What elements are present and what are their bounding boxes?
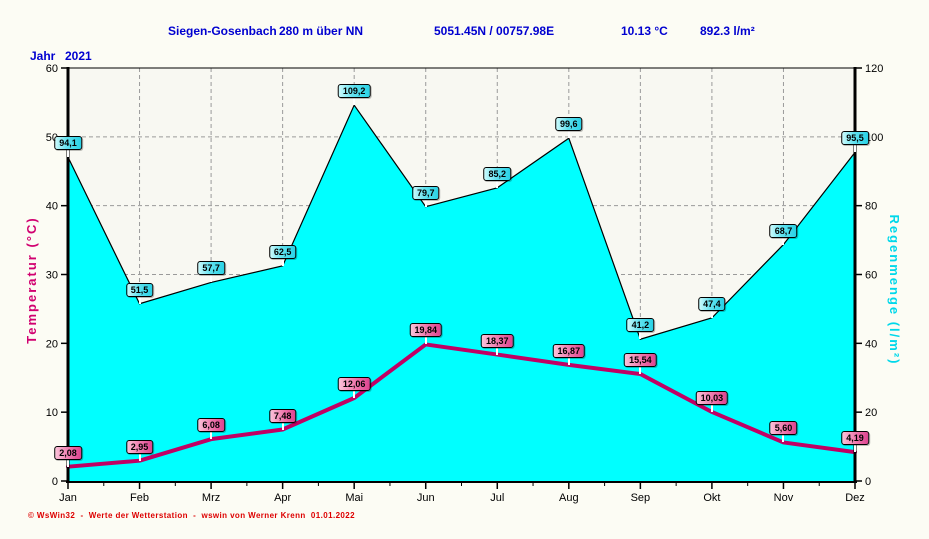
tick-label-right: 60 [865, 270, 877, 282]
month-label: Sep [631, 492, 651, 504]
tick-label-right: 40 [865, 338, 877, 350]
station-coordinates: 5051.45N / 00757.98E [434, 24, 555, 38]
credit-line: © WsWin32 - Werte der Wetterstation - ws… [28, 511, 355, 520]
tick-label-left: 60 [46, 63, 58, 75]
rain-area [68, 105, 855, 482]
tick-label-left: 20 [46, 338, 58, 350]
month-label: Okt [703, 492, 720, 504]
station-name: Siegen-Gosenbach [168, 24, 277, 38]
tick-label-left: 30 [46, 270, 58, 282]
month-label: Aug [559, 492, 579, 504]
month-label: Jun [417, 492, 435, 504]
month-label: Mai [345, 492, 363, 504]
tick-label-right: 80 [865, 201, 877, 213]
month-label: Apr [274, 492, 291, 504]
tick-label-right: 0 [865, 476, 871, 488]
tick-label-left: 50 [46, 132, 58, 144]
mean-temperature: 10.13 °C [621, 24, 668, 38]
month-label: Jan [59, 492, 77, 504]
tick-label-left: 10 [46, 407, 58, 419]
station-elevation: 280 m über NN [279, 24, 364, 38]
tick-label-right: 100 [865, 132, 883, 144]
tick-label-right: 20 [865, 407, 877, 419]
total-rainfall: 892.3 l/m² [700, 24, 755, 38]
tick-label-left: 40 [46, 201, 58, 213]
year-value: 2021 [65, 49, 92, 63]
year-label: Jahr [30, 49, 56, 63]
temperature-line [66, 342, 857, 469]
tick-label-left: 0 [52, 476, 58, 488]
right-axis-title: Regenmenge (l/m²) [887, 214, 902, 365]
month-label: Feb [130, 492, 149, 504]
month-label: Dez [845, 492, 865, 504]
left-axis-title: Temperatur (°C) [24, 216, 39, 343]
month-label: Jul [490, 492, 504, 504]
month-label: Mrz [202, 492, 220, 504]
tick-label-right: 120 [865, 63, 883, 75]
month-label: Nov [774, 492, 794, 504]
